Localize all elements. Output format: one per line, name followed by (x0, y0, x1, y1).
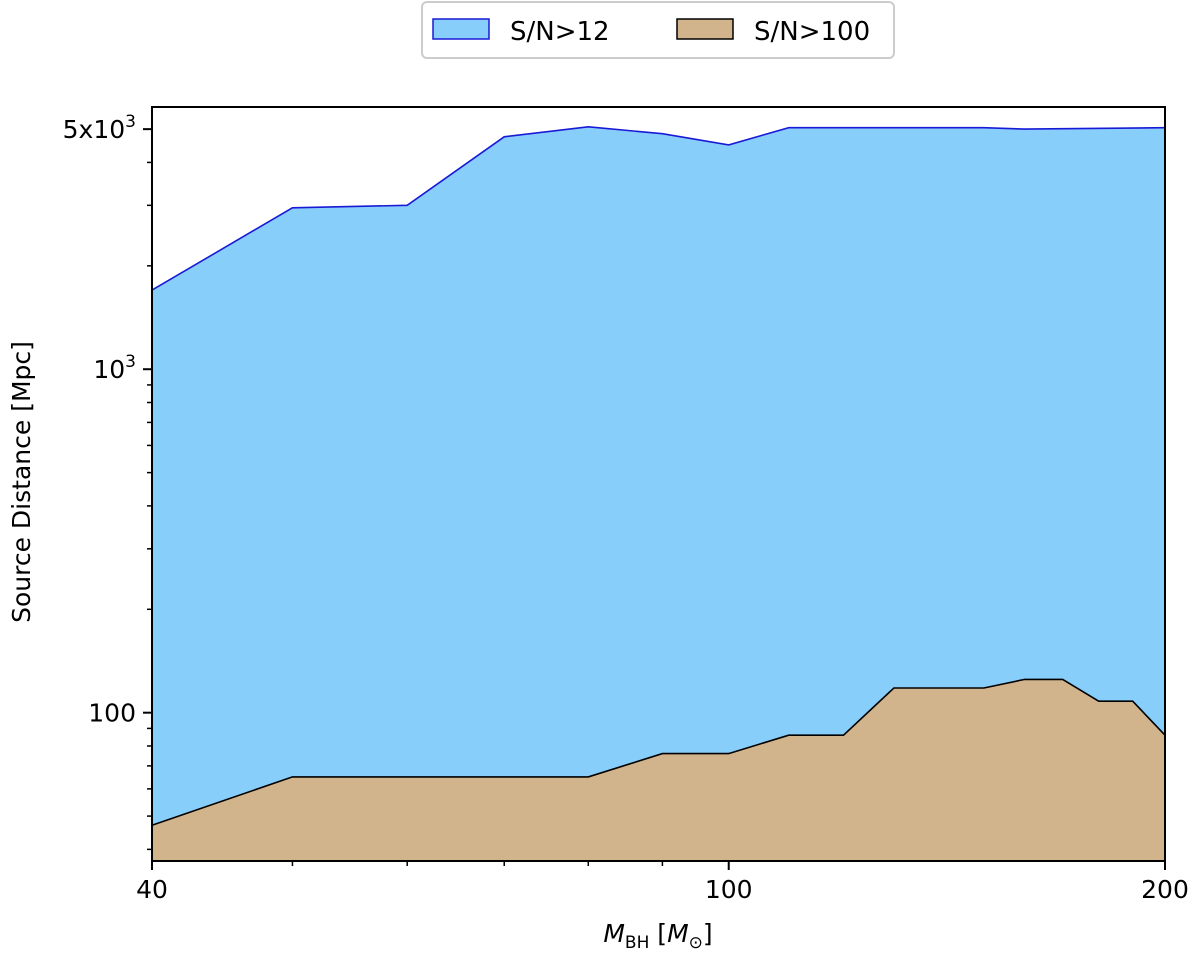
y-tick-label: 103 (93, 352, 136, 384)
series-line-sn12 (151, 125, 1166, 291)
legend-frame (421, 1, 895, 59)
legend-swatch-sn100 (676, 18, 734, 40)
area-sn100 (152, 679, 1165, 861)
y-tick-label: 5x103 (63, 112, 136, 144)
legend-swatch-sn12 (432, 18, 490, 40)
x-tick-label: 40 (136, 875, 168, 904)
x-tick-label: 100 (705, 875, 753, 904)
plot-frame (151, 106, 1166, 862)
legend-label-sn12: S/N>12 (510, 17, 610, 47)
y-tick-label: 100 (88, 699, 136, 728)
x-tick-label: 200 (1141, 875, 1189, 904)
plot-area (151, 125, 1166, 862)
y-axis-label: Source Distance [Mpc] (7, 341, 36, 623)
x-axis-label: MBH [M⊙] (603, 919, 712, 953)
series-line-sn100 (151, 678, 1166, 827)
legend: S/N>12 S/N>100 (421, 1, 895, 59)
axes: 40 100 200 100 103 5x103 (63, 106, 1189, 904)
legend-label-sn100: S/N>100 (754, 17, 870, 47)
area-sn12 (152, 126, 1165, 862)
